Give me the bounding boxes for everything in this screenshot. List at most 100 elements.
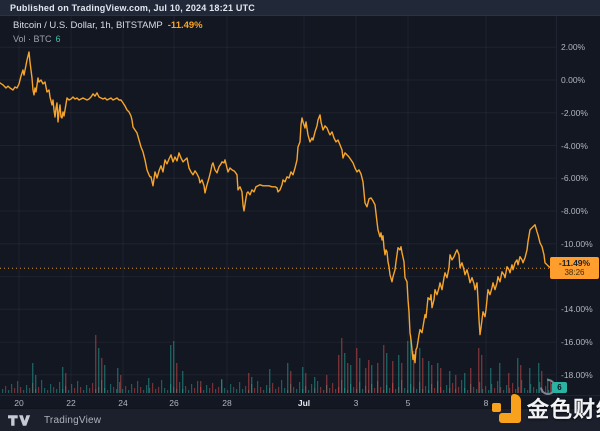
volume-bar [350,365,352,393]
volume-bar [92,383,94,393]
volume-bar [479,382,481,393]
volume-bar [254,388,256,393]
volume-bar [101,380,103,393]
volume-bar [398,355,400,393]
volume-bar [419,348,421,393]
volume-bar [248,373,250,393]
volume-bar [443,390,445,393]
volume-bar [167,390,169,393]
volume-bar [341,338,343,393]
volume-bar [422,358,424,393]
volume-bar [344,353,346,393]
time-tick: 24 [118,398,128,408]
volume-value-badge: 6 [552,382,567,393]
volume-bar [275,389,277,393]
volume-bar [107,390,109,393]
volume-bar [122,389,124,393]
price-tick: -8.00% [561,206,588,216]
volume-bar [119,382,121,393]
volume-bar [293,387,295,393]
price-tick: -10.00% [561,239,593,249]
volume-bar [143,390,145,393]
volume-bar [491,384,493,393]
volume-bar [148,378,150,393]
volume-bar [227,390,229,393]
time-scale[interactable]: 20 22 24 26 28 Jul 3 5 8 [0,395,600,409]
volume-bar [284,388,286,393]
volume-bar [356,389,358,393]
volume-bar [233,387,235,393]
symbol-legend: Bitcoin / U.S. Dollar, 1h, BITSTAMP -11.4… [13,20,203,45]
time-tick: 3 [353,398,359,408]
tradingview-logo-icon[interactable] [8,414,38,427]
tradingview-wordmark[interactable]: TradingView [44,415,102,426]
volume-bar [206,385,208,393]
volume-bar [155,389,157,393]
volume-bar [338,387,340,393]
volume-bar [347,390,349,393]
volume-bar [473,387,475,393]
volume-bar [422,389,424,393]
price-line [0,51,552,364]
price-scale[interactable]: 2.00% 0.00% -2.00% -4.00% -6.00% -8.00% -10.00… [556,0,600,395]
volume-bar [365,386,367,393]
volume-bar [50,384,52,393]
volume-bar [461,380,463,393]
volume-bar [137,381,139,393]
volume-bar [401,363,403,393]
volume-bar [425,386,427,393]
volume-bar [173,341,175,393]
volume-bar [458,387,460,393]
volume-bar [152,383,154,393]
price-tick: -6.00% [561,173,588,183]
volume-bar [185,386,187,393]
volume-bar [392,383,394,393]
volume-bar [494,388,496,393]
volume-bar [305,386,307,393]
volume-bar [533,387,535,393]
volume-bar [113,387,115,393]
volume-bar [499,363,501,393]
volume-bar [5,386,7,393]
volume-bar [413,387,415,393]
volume-bar [547,378,549,393]
volume-bar [455,389,457,393]
volume-bar [320,387,322,393]
volume-bar [329,388,331,393]
volume-bar [482,389,484,393]
time-tick: 8 [483,398,489,408]
volume-study-label[interactable]: Vol · BTC [13,34,52,44]
volume-bar [47,390,49,393]
symbol-title[interactable]: Bitcoin / U.S. Dollar, 1h, BITSTAMP [13,20,163,31]
volume-bar [134,388,136,393]
volume-bar [299,382,301,393]
volume-bar [518,387,520,393]
volume-bar [326,385,328,393]
volume-bar [317,381,319,393]
volume-bar [359,358,361,393]
time-tick: 20 [14,398,24,408]
volume-bar [548,390,550,393]
volume-bar [131,384,133,393]
volume-bar [500,387,502,393]
volume-bar [158,387,160,393]
volume-bar [164,388,166,393]
volume-bar [236,389,238,393]
volume-bar [65,373,67,393]
volume-bar [365,368,367,393]
volume-bar [44,388,46,393]
volume-bar [490,368,492,393]
volume-bar [86,385,88,393]
volume-bar [529,368,531,393]
volume-bar [539,382,541,393]
volume-bar [517,358,519,393]
volume-bar [260,387,262,393]
volume-bar [389,388,391,393]
volume-bar [242,389,244,393]
volume-bar [110,384,112,393]
volume-bar [470,368,472,393]
volume-bar [32,363,34,393]
volume-bar [287,363,289,393]
volume-bar [281,380,283,393]
